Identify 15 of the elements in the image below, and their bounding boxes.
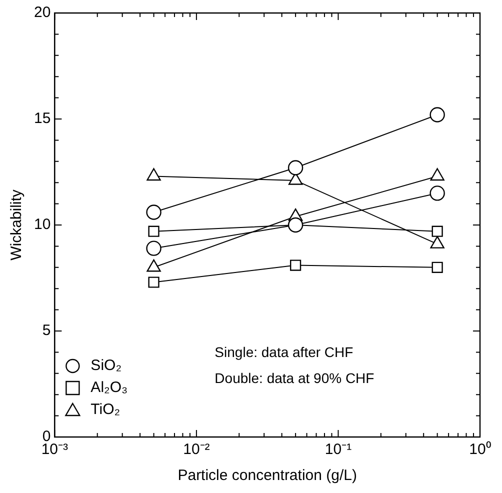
legend-label: Al₂O₃: [90, 379, 128, 396]
legend-label: SiO₂: [90, 357, 122, 374]
y-tick-label: 5: [42, 322, 51, 340]
y-tick-label: 20: [34, 4, 51, 22]
y-tick-label: 10: [34, 216, 51, 234]
x-tick-label: 10⁻²: [183, 441, 210, 458]
x-tick-label: 10⁻³: [41, 441, 68, 458]
x-tick-label: 10⁻¹: [324, 441, 352, 458]
legend-label: TiO₂: [90, 401, 120, 418]
annotation: Single: data after CHF: [214, 344, 354, 360]
y-tick-label: 15: [34, 110, 51, 128]
x-tick-label: 10⁰: [469, 441, 491, 458]
annotation: Double: data at 90% CHF: [214, 370, 374, 386]
y-axis-title: Wickability: [8, 189, 26, 260]
x-axis-title: Particle concentration (g/L): [178, 467, 357, 484]
